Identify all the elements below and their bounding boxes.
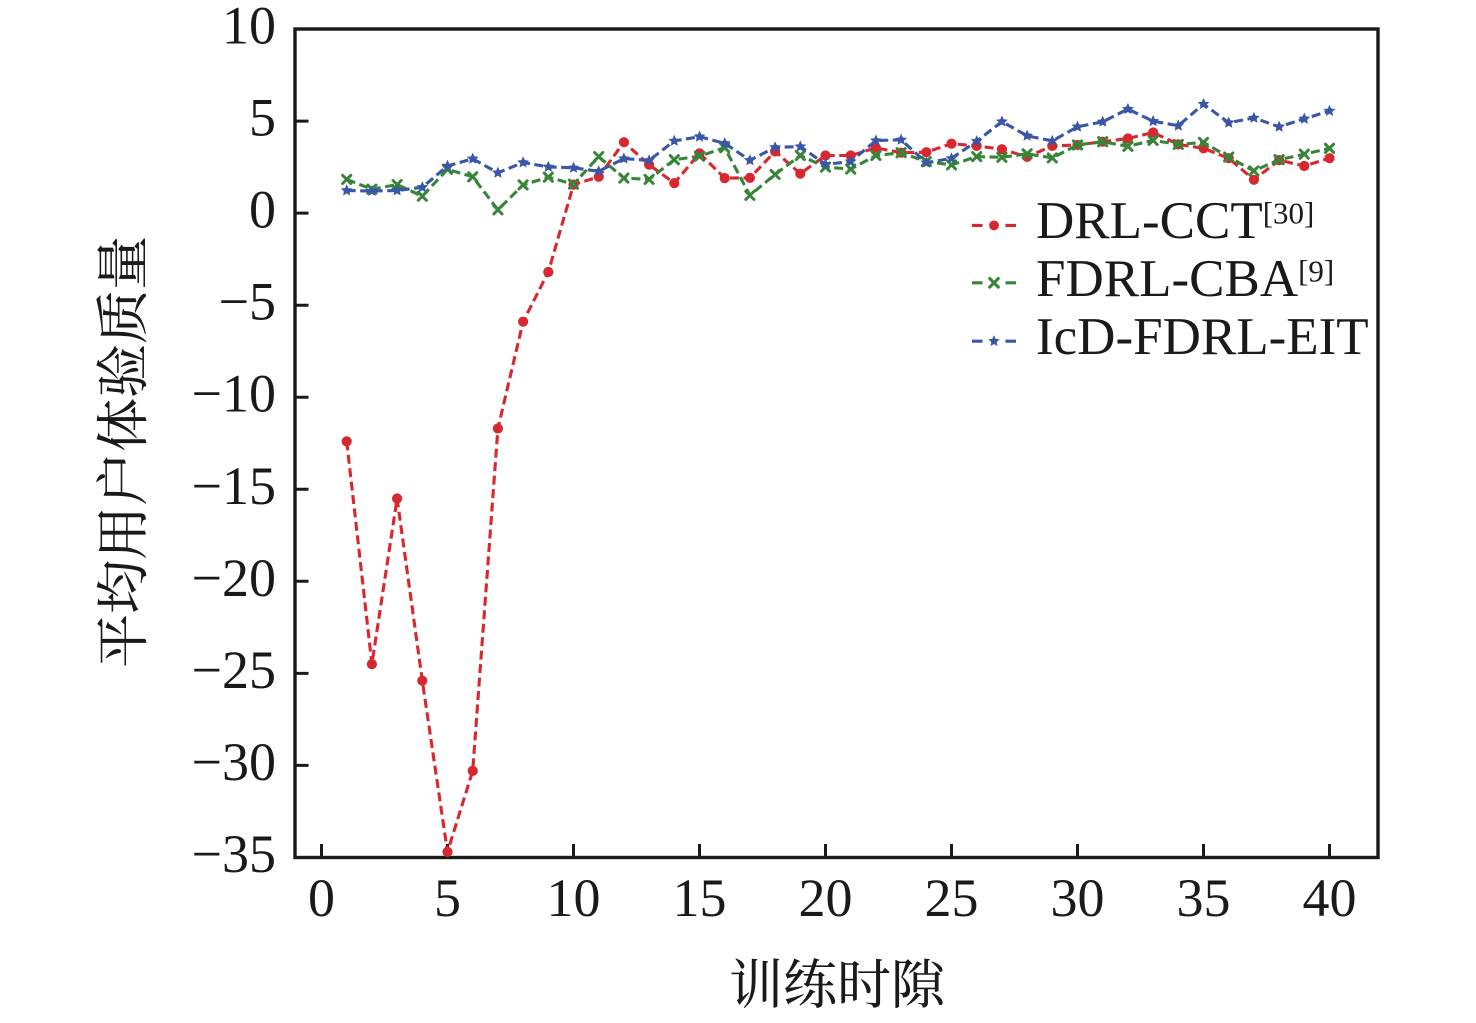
svg-text:25: 25 xyxy=(925,868,979,928)
svg-text:−5: −5 xyxy=(219,272,276,332)
svg-text:−35: −35 xyxy=(192,824,276,884)
svg-text:−10: −10 xyxy=(192,364,276,424)
svg-text:−25: −25 xyxy=(192,640,276,700)
svg-text:−20: −20 xyxy=(192,548,276,608)
svg-text:5: 5 xyxy=(434,868,461,928)
svg-text:15: 15 xyxy=(673,868,727,928)
svg-text:10: 10 xyxy=(222,0,276,56)
svg-text:10: 10 xyxy=(547,868,601,928)
svg-text:−30: −30 xyxy=(192,732,276,792)
svg-text:35: 35 xyxy=(1177,868,1231,928)
svg-text:30: 30 xyxy=(1051,868,1105,928)
svg-text:0: 0 xyxy=(249,180,276,240)
svg-text:5: 5 xyxy=(249,88,276,148)
svg-text:FDRL-CBA[9]: FDRL-CBA[9] xyxy=(1036,250,1334,308)
svg-text:0: 0 xyxy=(308,868,335,928)
svg-text:−15: −15 xyxy=(192,456,276,516)
svg-text:20: 20 xyxy=(799,868,853,928)
svg-text:40: 40 xyxy=(1303,868,1357,928)
svg-text:IcD-FDRL-EIT: IcD-FDRL-EIT xyxy=(1036,308,1369,366)
